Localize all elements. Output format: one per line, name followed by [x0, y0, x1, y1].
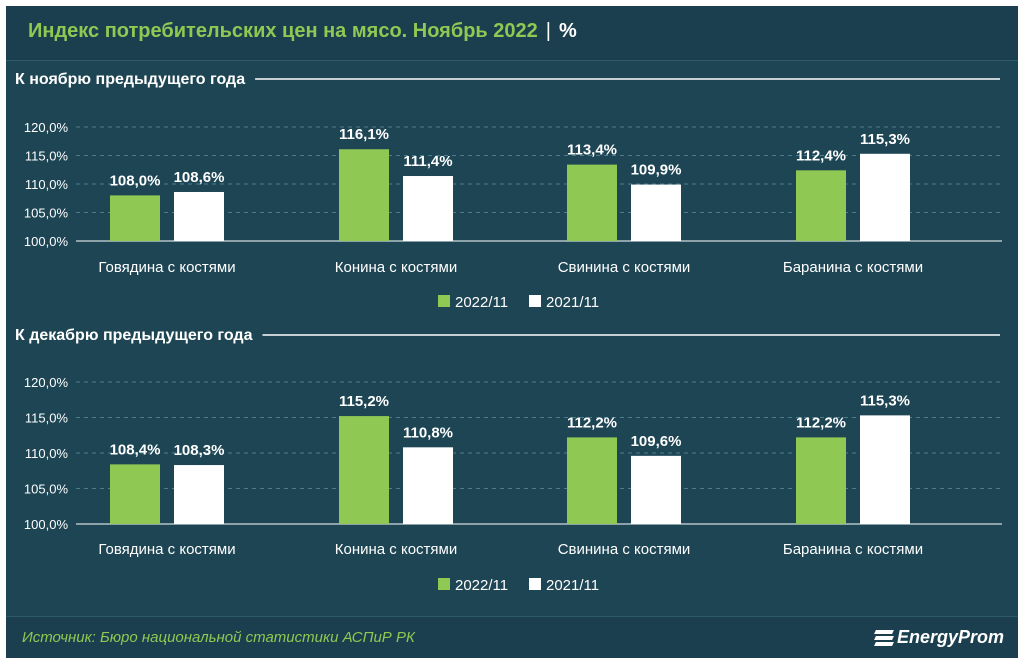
- y-tick-label: 115,0%: [25, 149, 69, 164]
- data-label: 112,2%: [796, 414, 846, 431]
- category-label: Конина с костями: [335, 259, 457, 276]
- energyprom-logo: EnergyProm: [874, 627, 1004, 651]
- y-tick-label: 120,0%: [24, 375, 69, 390]
- section-title: К ноябрю предыдущего года: [15, 71, 245, 88]
- data-label: 108,3%: [174, 442, 225, 459]
- y-tick-label: 105,0%: [24, 482, 69, 497]
- data-label: 109,9%: [631, 162, 682, 179]
- y-tick-label: 115,0%: [25, 411, 69, 426]
- y-tick-label: 110,0%: [25, 446, 69, 461]
- title-unit: %: [558, 20, 577, 42]
- legend-label: 2022/11: [455, 294, 508, 311]
- data-label: 112,4%: [796, 147, 846, 164]
- title-text: Индекс потребительских цен на мясо. Нояб…: [28, 20, 538, 42]
- data-label: 109,6%: [631, 433, 682, 450]
- legend-swatch: [529, 295, 541, 307]
- header-bar: Индекс потребительских цен на мясо. Нояб…: [6, 6, 1018, 61]
- data-label: 113,4%: [567, 142, 617, 159]
- legend-swatch: [529, 578, 541, 590]
- category-label: Баранина с костями: [783, 259, 923, 276]
- legend-label: 2021/11: [546, 294, 599, 311]
- category-label: Свинина с костями: [558, 259, 691, 276]
- y-tick-label: 105,0%: [24, 206, 69, 221]
- bar-series2: [631, 184, 681, 241]
- bar-series2: [174, 191, 224, 241]
- charts-canvas: К ноябрю предыдущего года 100,0% 105,0% 110…: [15, 71, 1002, 594]
- category-label: Баранина с костями: [783, 541, 923, 558]
- data-label: 111,4%: [403, 153, 452, 170]
- bar-series1: [110, 195, 160, 241]
- bar-series2: [860, 153, 910, 241]
- data-label: 108,6%: [174, 169, 225, 186]
- legend-label: 2022/11: [455, 577, 508, 594]
- data-label: 108,4%: [110, 441, 161, 458]
- y-tick-label: 110,0%: [25, 177, 69, 192]
- y-tick-label: 120,0%: [24, 120, 69, 135]
- bar-series2: [631, 455, 681, 524]
- data-label: 108,0%: [110, 172, 161, 189]
- category-label: Конина с костями: [335, 541, 457, 558]
- page-title: Индекс потребительских цен на мясо. Нояб…: [28, 20, 577, 43]
- source-note: Источник: Бюро национальной статистики А…: [22, 629, 415, 646]
- bar-series1: [339, 416, 389, 524]
- footer-bar: Источник: Бюро национальной статистики А…: [6, 616, 1018, 658]
- title-separator: |: [545, 20, 551, 42]
- bar-series2: [860, 415, 910, 524]
- data-label: 116,1%: [339, 126, 389, 143]
- category-label: Свинина с костями: [558, 541, 691, 558]
- data-label: 110,8%: [403, 424, 453, 441]
- legend-swatch: [438, 295, 450, 307]
- data-label: 115,3%: [860, 131, 910, 148]
- bar-series1: [567, 437, 617, 524]
- bar-series1: [339, 149, 389, 241]
- y-tick-label: 100,0%: [24, 517, 69, 532]
- logo-text: EnergyProm: [896, 627, 1004, 647]
- logo-stripes-icon: [874, 629, 894, 647]
- bar-series1: [110, 464, 160, 524]
- legend-label: 2021/11: [546, 577, 599, 594]
- bar-series2: [174, 465, 224, 524]
- data-label: 115,2%: [339, 393, 389, 410]
- bar-series2: [403, 176, 453, 241]
- data-label: 112,2%: [567, 414, 617, 431]
- bar-series1: [567, 164, 617, 241]
- category-label: Говядина с костями: [98, 259, 235, 276]
- bar-series1: [796, 170, 846, 241]
- section-title: К декабрю предыдущего года: [15, 327, 253, 344]
- infographic-frame: Индекс потребительских цен на мясо. Нояб…: [6, 6, 1018, 658]
- legend-swatch: [438, 578, 450, 590]
- y-tick-label: 100,0%: [24, 234, 69, 249]
- bar-series1: [796, 437, 846, 524]
- category-label: Говядина с костями: [98, 541, 235, 558]
- data-label: 115,3%: [860, 392, 910, 409]
- bar-series2: [403, 447, 453, 524]
